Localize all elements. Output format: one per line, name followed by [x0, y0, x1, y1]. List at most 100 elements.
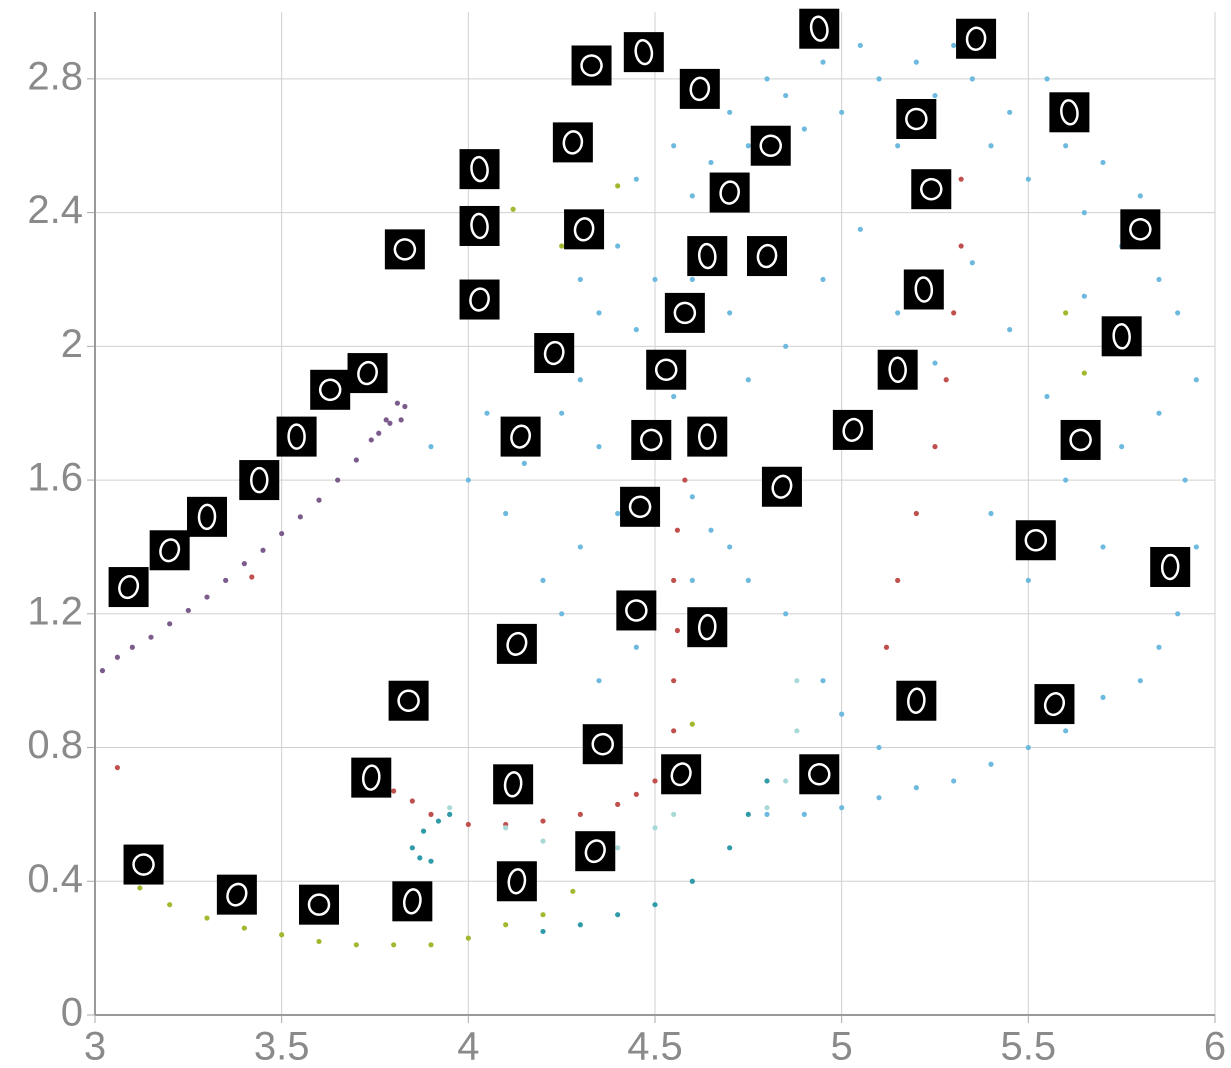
point: [503, 922, 509, 928]
point: [943, 377, 949, 383]
point: [958, 176, 964, 182]
digit-thumbnail: [616, 590, 657, 631]
point: [484, 410, 490, 416]
thumbnail-digit: [1024, 528, 1048, 552]
thumbnail-digit: [905, 107, 928, 131]
point: [1193, 544, 1199, 550]
point: [727, 109, 733, 115]
digit-thumbnail: [310, 369, 351, 410]
point: [988, 510, 994, 517]
thumbnail-bg: [347, 353, 388, 394]
point: [1063, 477, 1069, 483]
digit-thumbnail: [187, 496, 227, 537]
point: [969, 260, 975, 266]
point: [1025, 176, 1031, 182]
thumbnail-digit: [914, 276, 934, 303]
point: [383, 417, 389, 423]
digit-thumbnail: [1101, 316, 1142, 357]
digit-thumbnail: [799, 8, 840, 49]
thumbnail-bg: [459, 149, 500, 190]
thumbnail-digit: [697, 242, 717, 270]
point: [148, 634, 154, 640]
thumbnail-digit: [809, 15, 829, 42]
point: [1081, 293, 1087, 299]
thumbnail-bg: [582, 724, 623, 765]
thumbnail-bg: [384, 229, 425, 270]
point: [99, 668, 106, 674]
digit-thumbnail: [877, 349, 918, 390]
point: [615, 912, 621, 918]
digit-thumbnail: [799, 754, 840, 795]
point: [839, 711, 845, 717]
digit-thumbnail: [661, 754, 702, 795]
thumbnail-digit: [510, 424, 532, 449]
point: [297, 514, 303, 520]
point: [671, 577, 677, 583]
point: [503, 825, 509, 831]
digit-thumbnail: [564, 209, 605, 250]
thumbnail-bg: [661, 754, 702, 795]
thumbnail-bg: [564, 209, 605, 250]
point: [932, 360, 938, 366]
thumbnail-digit: [357, 360, 378, 386]
point: [316, 497, 322, 503]
point: [958, 243, 964, 249]
point: [428, 858, 434, 864]
thumbnail-bg: [1034, 684, 1075, 725]
thumbnail-bg: [709, 172, 750, 213]
point: [1044, 76, 1050, 82]
digit-thumbnail: [1120, 209, 1161, 250]
thumbnail-digit: [698, 423, 717, 450]
digit-thumbnail: [123, 844, 164, 885]
point: [682, 477, 688, 483]
thumbnail-digit: [507, 868, 527, 895]
point: [577, 276, 583, 283]
point: [932, 444, 938, 450]
point: [409, 845, 415, 851]
digit-thumbnail: [500, 416, 541, 457]
point: [249, 574, 255, 580]
thumbnail-bg: [799, 8, 840, 49]
thumbnail-digit: [503, 771, 523, 798]
digit-thumbnail: [620, 486, 661, 527]
point: [465, 935, 471, 941]
point: [1063, 143, 1069, 149]
thumbnail-bg: [187, 496, 227, 537]
point: [652, 276, 658, 283]
point: [857, 226, 863, 232]
thumbnail-digit: [771, 474, 793, 499]
point: [540, 818, 546, 824]
point: [671, 393, 677, 400]
thumbnail-bg: [496, 623, 537, 664]
thumbnail-bg: [1150, 546, 1191, 587]
point: [689, 721, 695, 727]
point: [1025, 744, 1031, 751]
digit-thumbnail: [631, 419, 672, 460]
digit-thumbnail: [108, 567, 149, 608]
point: [435, 818, 442, 824]
digit-thumbnail: [388, 680, 429, 721]
digit-thumbnail: [896, 98, 937, 139]
thumbnail-digit: [159, 538, 181, 563]
y-tick-label: 2: [61, 322, 83, 366]
point: [801, 126, 807, 132]
point: [1175, 310, 1181, 316]
point: [969, 76, 975, 82]
thumbnail-bg: [108, 567, 149, 608]
thumbnail-digit: [1060, 99, 1079, 126]
thumbnail-bg: [571, 45, 612, 86]
point: [883, 644, 890, 650]
thumbnail-bg: [310, 369, 351, 410]
digit-thumbnail: [646, 349, 687, 390]
point: [316, 938, 322, 945]
point: [876, 795, 882, 801]
point: [727, 544, 733, 550]
point: [279, 932, 285, 938]
point: [577, 811, 583, 818]
digit-thumbnail: [239, 460, 280, 501]
thumbnail-digit: [580, 54, 603, 77]
thumbnail-digit: [808, 763, 831, 786]
point: [820, 276, 826, 283]
point: [857, 42, 863, 49]
thumbnail-digit: [625, 599, 648, 622]
